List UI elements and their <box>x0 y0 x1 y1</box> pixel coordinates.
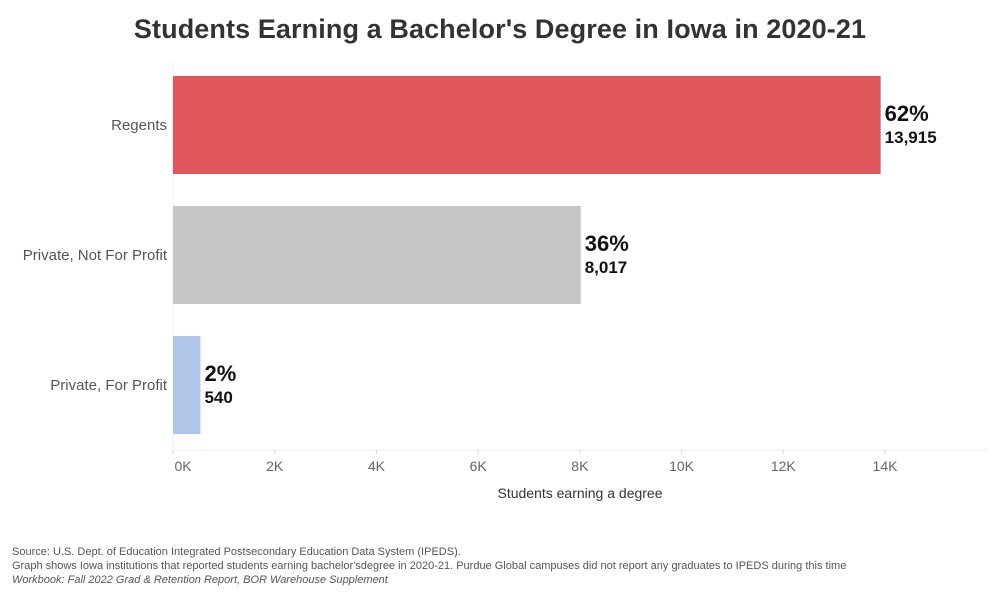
bar-0 <box>173 76 881 174</box>
x-tick-label-6: 12K <box>771 458 797 474</box>
value-label-2: 540 <box>204 388 232 407</box>
workbook-note: Workbook: Fall 2022 Grad & Retention Rep… <box>12 574 388 586</box>
percent-label-2: 2% <box>204 361 236 386</box>
bar-1 <box>173 206 581 304</box>
category-label-0: Regents <box>111 117 167 134</box>
x-tick-label-4: 8K <box>571 458 589 474</box>
x-tick-label-3: 6K <box>470 458 488 474</box>
source-note: Source: U.S. Dept. of Education Integrat… <box>12 546 461 558</box>
x-tick-label-5: 10K <box>669 458 695 474</box>
value-label-1: 8,017 <box>585 258 628 277</box>
x-tick-label-2: 4K <box>368 458 386 474</box>
x-axis-title: Students earning a degree <box>497 485 662 501</box>
bar-2 <box>173 336 201 434</box>
x-tick-label-7: 14K <box>873 458 899 474</box>
category-label-2: Private, For Profit <box>50 377 168 394</box>
chart-title: Students Earning a Bachelor's Degree in … <box>133 14 867 44</box>
percent-label-1: 36% <box>585 231 629 256</box>
value-label-0: 13,915 <box>885 128 937 147</box>
category-label-1: Private, Not For Profit <box>23 247 168 264</box>
data-note: Graph shows Iowa institutions that repor… <box>12 560 847 572</box>
x-tick-label-1: 2K <box>266 458 284 474</box>
x-tick-label-0: 0K <box>174 458 192 474</box>
percent-label-0: 62% <box>885 101 929 126</box>
